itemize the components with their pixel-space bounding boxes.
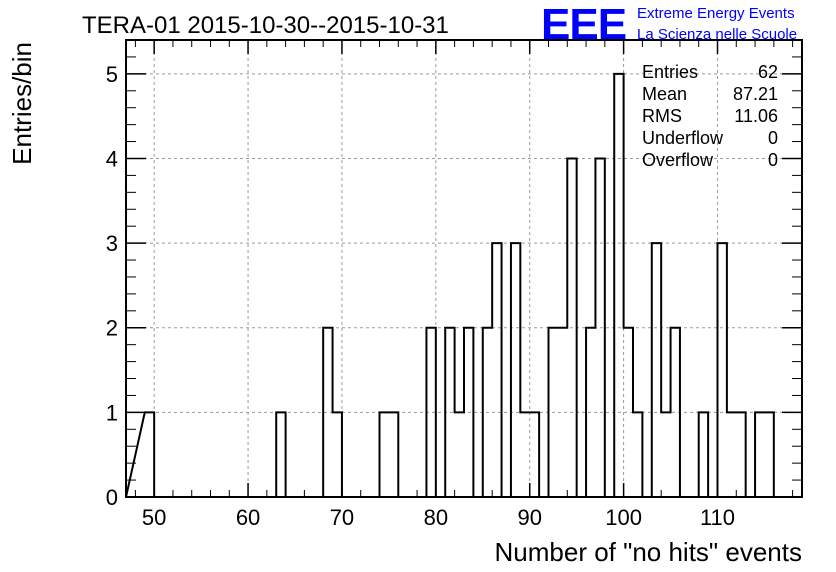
- stats-entries-value: 62: [758, 62, 778, 82]
- eee-logo-mark: EEE: [541, 0, 627, 49]
- eee-logo: EEE Extreme Energy Events La Scienza nel…: [541, 0, 831, 49]
- y-tick-label: 3: [106, 231, 118, 256]
- x-tick-label: 70: [330, 505, 354, 530]
- y-tick-label: 2: [106, 316, 118, 341]
- stats-mean-value: 87.21: [733, 84, 778, 104]
- x-tick-label: 110: [700, 505, 735, 530]
- stats-overflow-label: Overflow: [642, 150, 714, 170]
- stats-rms-label: RMS: [642, 106, 682, 126]
- chart-title: TERA-01 2015-10-30--2015-10-31: [82, 12, 449, 39]
- stats-underflow-label: Underflow: [642, 128, 724, 148]
- x-tick-label: 50: [142, 505, 166, 530]
- y-axis-label: Entries/bin: [7, 42, 37, 165]
- logo-line-2: La Scienza nelle Scuole: [637, 26, 798, 43]
- plot-frame: [125, 39, 803, 498]
- axis-ticks: [126, 39, 802, 498]
- y-tick-label: 5: [106, 62, 118, 87]
- stats-rms-value: 11.06: [734, 106, 778, 126]
- y-tick-label: 1: [106, 400, 118, 425]
- stats-underflow-value: 0: [768, 128, 778, 148]
- x-tick-labels: 50 60 70 80 90 100 110: [142, 505, 735, 530]
- x-tick-label: 80: [424, 505, 448, 530]
- stats-mean-label: Mean: [642, 84, 687, 104]
- y-tick-label: 0: [106, 485, 118, 510]
- stats-box: Entries 62 Mean 87.21 RMS 11.06 Underflo…: [642, 62, 778, 170]
- stats-entries-label: Entries: [642, 62, 698, 82]
- stats-overflow-value: 0: [768, 150, 778, 170]
- grid: [126, 40, 802, 497]
- x-tick-label: 90: [517, 505, 541, 530]
- y-tick-label: 4: [106, 146, 118, 171]
- x-tick-label: 100: [605, 505, 642, 530]
- x-axis-label: Number of "no hits" events: [495, 537, 803, 567]
- logo-line-1: Extreme Energy Events: [637, 5, 795, 22]
- x-tick-label: 60: [236, 505, 260, 530]
- y-tick-labels: 0 1 2 3 4 5: [106, 62, 118, 510]
